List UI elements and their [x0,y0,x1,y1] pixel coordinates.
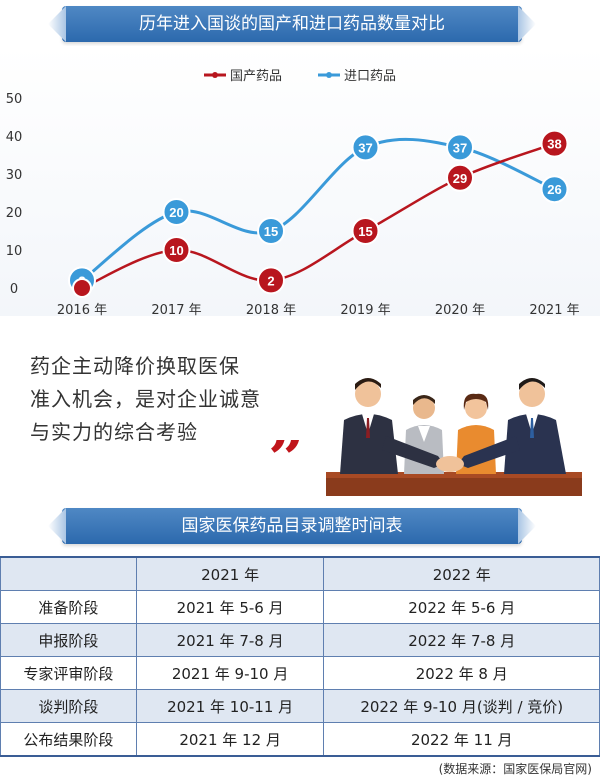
domestic-point [351,217,380,245]
date-2022-cell: 2022 年 8 月 [323,656,600,690]
quote-line-2: 准入机会，是对企业诚意 [30,387,261,411]
domestic-point [162,236,191,264]
banner-right-wing [518,6,536,42]
quote-block: 药企主动降价换取医保 准入机会，是对企业诚意 与实力的综合考验 [30,350,330,449]
line-chart-area: 0 10 20 30 40 50 2016 年 2017 年 2018 年 2019 年 2020 … [0,46,600,316]
data-source-note: (数据来源：国家医保局官网) [438,762,592,776]
data-label: 37 [453,140,467,155]
x-tick-label: 2020 年 [435,303,485,316]
business-handshake-illustration [326,378,582,496]
stage-cell: 谈判阶段 [0,689,137,723]
domestic-point [446,163,474,192]
y-tick-label: 30 [6,168,23,183]
stage-cell: 申报阶段 [0,623,137,657]
stage-cell: 公布结果阶段 [0,722,137,757]
y-tick-label: 10 [6,244,23,259]
date-2021-cell: 2021 年 10-11 月 [135,689,325,723]
x-tick-label: 2017 年 [151,303,201,316]
quote-line-3: 与实力的综合考验 [30,420,198,444]
y-tick-label: 40 [6,130,23,145]
data-label: 20 [169,205,183,220]
date-2022-cell: 2022 年 5-6 月 [323,590,600,624]
banner-right-wing [518,508,536,544]
x-tick-label: 2021 年 [529,303,579,316]
imported-point [162,198,191,226]
series-line [81,142,555,290]
imported-point [540,175,569,204]
table-title: 国家医保药品目录调整时间表 [181,516,403,536]
y-tick-label: 20 [6,206,23,221]
data-label: 29 [453,171,467,186]
date-2021-cell: 2021 年 5-6 月 [135,590,325,624]
table-row: 谈判阶段 2021 年 10-11 月 2022 年 9-10 月(谈判 / 竞… [0,689,600,723]
date-2022-cell: 2022 年 9-10 月(谈判 / 竞价) [323,689,600,723]
imported-point [446,133,474,162]
domestic-point [540,129,569,158]
y-tick-label: 50 [6,92,23,107]
stage-cell: 专家评审阶段 [0,656,137,690]
quote-line-1: 药企主动降价换取医保 [30,354,240,378]
banner-left-wing [48,6,66,42]
table-title-banner: 国家医保药品目录调整时间表 [48,508,536,544]
domestic-point [257,266,285,295]
table-row: 公布结果阶段 2021 年 12 月 2022 年 11 月 [0,722,600,757]
legend-marker [212,72,218,78]
stage-cell: 准备阶段 [0,590,137,624]
header-cell-2022: 2022 年 [323,556,600,591]
imported-point [351,133,380,162]
data-label: 10 [169,243,183,258]
x-tick-label: 2019 年 [340,303,390,316]
header-cell-blank [0,556,137,591]
y-tick-label: 0 [10,282,18,297]
domestic-point [72,278,92,298]
legend-label: 国产药品 [230,69,282,84]
data-label: 37 [358,140,372,155]
date-2021-cell: 2021 年 12 月 [135,722,325,757]
date-2021-cell: 2021 年 9-10 月 [135,656,325,690]
data-label: 2 [267,273,274,288]
banner-left-wing [48,508,66,544]
table-row: 专家评审阶段 2021 年 9-10 月 2022 年 8 月 [0,656,600,690]
schedule-table: 2021 年 2022 年 准备阶段 2021 年 5-6 月 2022 年 5… [0,556,600,757]
line-chart: 0 10 20 30 40 50 2016 年 2017 年 2018 年 2019 年 2020 … [6,69,580,316]
header-cell-2021: 2021 年 [135,556,325,591]
quote-mark-icon: ” [268,440,305,480]
table-header-row: 2021 年 2022 年 [0,556,600,591]
chart-title: 历年进入国谈的国产和进口药品数量对比 [139,14,445,34]
x-tick-label: 2016 年 [57,303,107,316]
data-label: 15 [358,224,372,239]
series-line [81,137,556,282]
x-tick-label: 2018 年 [246,303,296,316]
table-row: 申报阶段 2021 年 7-8 月 2022 年 7-8 月 [0,623,600,657]
data-label: 26 [547,182,561,197]
table-row: 准备阶段 2021 年 5-6 月 2022 年 5-6 月 [0,590,600,624]
data-label: 38 [547,137,561,152]
legend-marker [326,72,332,78]
chart-title-banner: 历年进入国谈的国产和进口药品数量对比 [48,6,536,42]
imported-point [257,217,285,245]
date-2021-cell: 2021 年 7-8 月 [135,623,325,657]
legend-label: 进口药品 [344,69,396,84]
date-2022-cell: 2022 年 11 月 [323,722,600,757]
date-2022-cell: 2022 年 7-8 月 [323,623,600,657]
data-label: 15 [264,224,278,239]
